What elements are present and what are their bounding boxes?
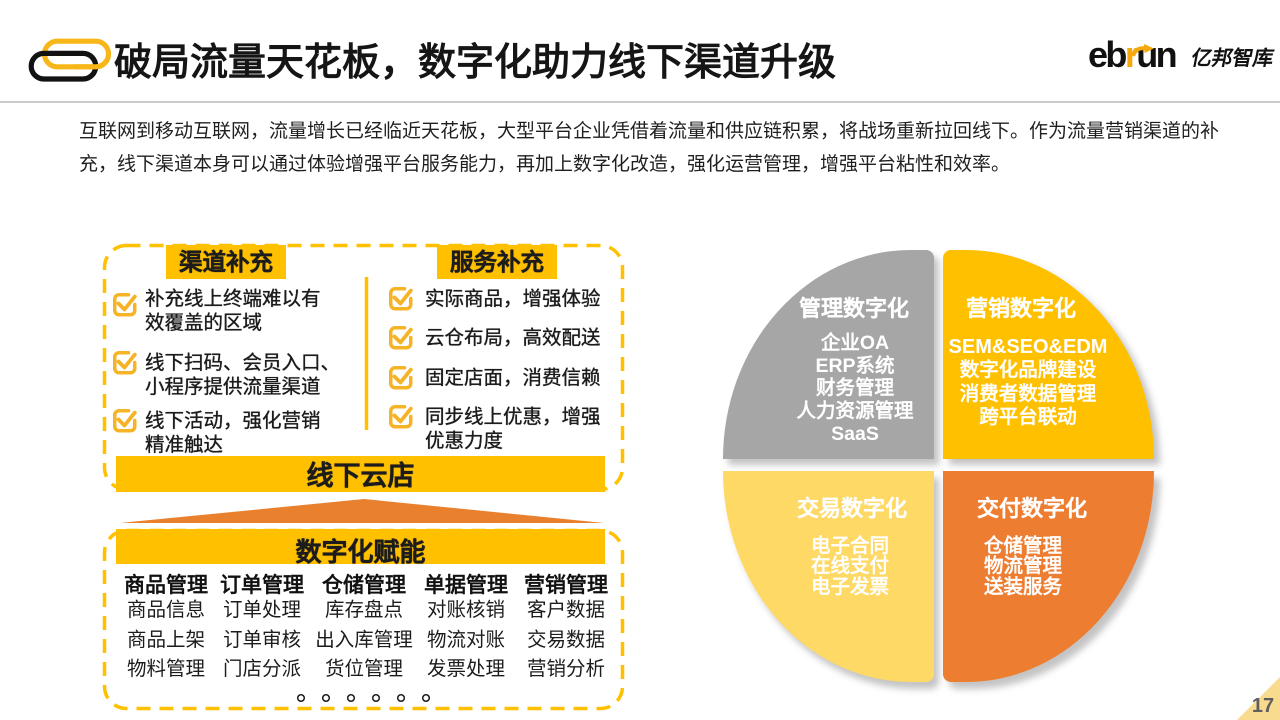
svg-text:17: 17 — [1252, 695, 1274, 717]
